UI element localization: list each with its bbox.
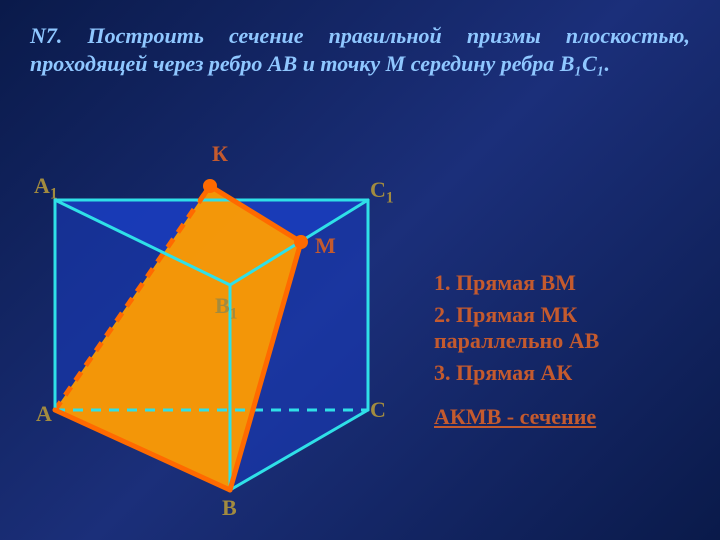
label-A1: A1 [34, 173, 58, 203]
step-3: 3. Прямая АК [434, 360, 694, 386]
label-A: A [36, 401, 52, 427]
point-M [294, 235, 308, 249]
point-K [203, 179, 217, 193]
step-2: 2. Прямая МК параллельно АВ [434, 302, 694, 354]
step-1: 1. Прямая ВМ [434, 270, 694, 296]
problem-statement: N7. Построить сечение правильной призмы … [30, 22, 690, 77]
problem-text: N7. Построить сечение правильной призмы … [30, 23, 690, 76]
label-C: C [370, 397, 386, 423]
label-B1: B1 [215, 293, 237, 323]
label-M: М [315, 233, 336, 259]
prism-diagram: ABCA1B1C1КМ [30, 145, 430, 515]
label-C1: C1 [370, 177, 394, 207]
label-B: B [222, 495, 237, 521]
section-result: АКМВ - сечение [434, 404, 694, 430]
label-K: К [212, 141, 228, 167]
construction-steps: 1. Прямая ВМ 2. Прямая МК параллельно АВ… [434, 270, 694, 436]
